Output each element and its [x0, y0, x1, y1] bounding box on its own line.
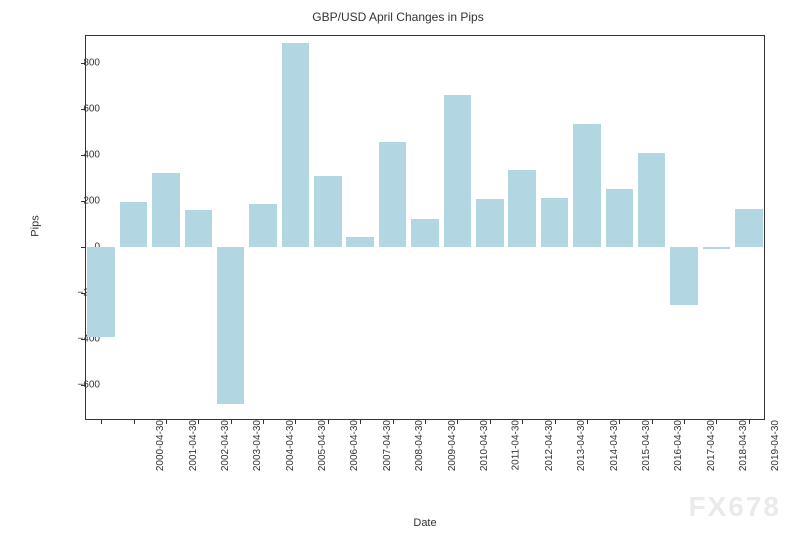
y-tick-mark	[81, 339, 85, 340]
chart-title: GBP/USD April Changes in Pips	[10, 10, 786, 24]
x-tick-mark	[198, 420, 199, 424]
x-tick-mark	[101, 420, 102, 424]
x-tick-mark	[749, 420, 750, 424]
y-tick-label: −600	[70, 380, 100, 391]
x-tick-label: 2008-04-30	[414, 420, 425, 471]
x-tick-mark	[393, 420, 394, 424]
y-tick-mark	[81, 201, 85, 202]
y-axis-label: Pips	[30, 215, 42, 236]
x-tick-mark	[684, 420, 685, 424]
x-tick-mark	[425, 420, 426, 424]
x-tick-label: 2003-04-30	[252, 420, 263, 471]
y-tick-label: 800	[70, 57, 100, 68]
bar	[346, 237, 374, 247]
y-tick-mark	[81, 385, 85, 386]
y-tick-mark	[81, 109, 85, 110]
y-tick-mark	[81, 247, 85, 248]
bar	[152, 173, 180, 247]
x-tick-label: 2005-04-30	[317, 420, 328, 471]
bar	[411, 219, 439, 247]
x-tick-label: 2019-04-30	[771, 420, 782, 471]
x-tick-mark	[360, 420, 361, 424]
x-tick-mark	[587, 420, 588, 424]
bar	[185, 210, 213, 247]
x-tick-mark	[328, 420, 329, 424]
x-tick-label: 2009-04-30	[447, 420, 458, 471]
bar	[573, 124, 601, 247]
x-tick-mark	[555, 420, 556, 424]
bar	[87, 247, 115, 337]
bar	[670, 247, 698, 305]
x-tick-label: 2014-04-30	[609, 420, 620, 471]
x-tick-label: 2001-04-30	[188, 420, 199, 471]
x-tick-label: 2018-04-30	[738, 420, 749, 471]
y-tick-mark	[81, 155, 85, 156]
x-tick-label: 2016-04-30	[673, 420, 684, 471]
bar	[314, 176, 342, 247]
x-tick-mark	[490, 420, 491, 424]
y-tick-mark	[81, 293, 85, 294]
bar	[476, 199, 504, 247]
x-tick-mark	[457, 420, 458, 424]
y-tick-label: 400	[70, 149, 100, 160]
x-tick-label: 2017-04-30	[706, 420, 717, 471]
x-tick-label: 2006-04-30	[350, 420, 361, 471]
bar	[249, 204, 277, 247]
y-tick-label: 200	[70, 195, 100, 206]
bar	[282, 43, 310, 247]
watermark-text: FX678	[689, 491, 782, 523]
bar	[379, 142, 407, 247]
x-tick-mark	[231, 420, 232, 424]
y-tick-label: 600	[70, 103, 100, 114]
bar	[541, 198, 569, 248]
x-tick-mark	[263, 420, 264, 424]
bar	[703, 247, 731, 249]
bar	[606, 189, 634, 247]
x-tick-label: 2004-04-30	[285, 420, 296, 471]
x-tick-mark	[619, 420, 620, 424]
x-tick-mark	[295, 420, 296, 424]
bar	[444, 95, 472, 247]
x-tick-label: 2010-04-30	[479, 420, 490, 471]
x-tick-label: 2012-04-30	[544, 420, 555, 471]
x-tick-mark	[652, 420, 653, 424]
x-tick-label: 2015-04-30	[641, 420, 652, 471]
bar	[638, 153, 666, 248]
x-axis-label: Date	[85, 517, 765, 529]
x-tick-label: 2013-04-30	[576, 420, 587, 471]
x-tick-label: 2002-04-30	[220, 420, 231, 471]
x-tick-label: 2000-04-30	[155, 420, 166, 471]
x-tick-mark	[134, 420, 135, 424]
bar	[508, 170, 536, 247]
x-tick-label: 2007-04-30	[382, 420, 393, 471]
y-tick-mark	[81, 63, 85, 64]
x-tick-mark	[166, 420, 167, 424]
x-tick-mark	[716, 420, 717, 424]
chart-container: GBP/USD April Changes in Pips Pips Date …	[10, 10, 786, 531]
bar	[120, 202, 148, 247]
bar	[735, 209, 763, 247]
x-tick-label: 2011-04-30	[511, 420, 522, 470]
x-tick-mark	[522, 420, 523, 424]
bar	[217, 247, 245, 404]
